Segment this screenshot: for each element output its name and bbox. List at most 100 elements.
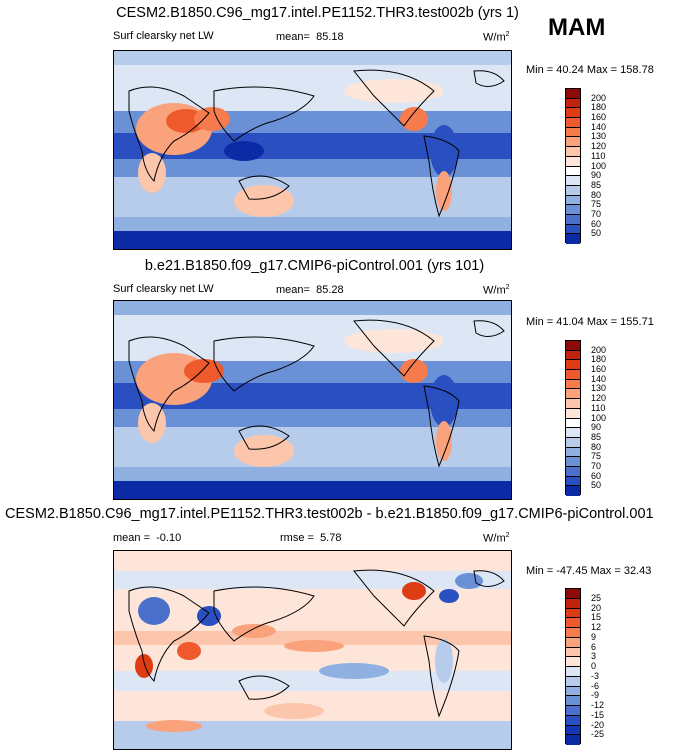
panel1-colorbar-cell: [566, 137, 580, 148]
panel2-colorbar-cell: [566, 486, 580, 496]
panel1-colorbar-cell: [566, 185, 580, 196]
panel2-colorbar-tick-label: 200: [591, 344, 607, 355]
panel2-colorbar-cell: [566, 350, 580, 361]
panel3-rmse-label: rmse =: [280, 532, 314, 544]
panel2-colorbar-tick-label: 50: [591, 480, 602, 491]
panel2-colorbar-tick-label: 70: [591, 460, 602, 471]
panel2-minmax: Min = 41.04 Max = 155.71: [526, 316, 654, 328]
panel1-unit-text: W/m: [483, 31, 506, 44]
panel3-map-svg: [114, 551, 511, 749]
panel1-variable-label: Surf clearsky net LW: [113, 30, 214, 42]
panel1-colorbar-tick-label: 60: [591, 218, 602, 229]
panel2-title: b.e21.B1850.f09_g17.CMIP6-piControl.001 …: [144, 258, 485, 274]
panel3-unit-sup: 2: [505, 532, 510, 539]
panel3-colorbar-cell: [566, 637, 580, 648]
panel2-colorbar-tick-label: 120: [591, 393, 607, 404]
panel1-map-svg: [114, 51, 511, 249]
panel2-colorbar-cell: [566, 447, 580, 458]
panel3-colorbar-cell: [566, 676, 580, 687]
panel3-map: [113, 550, 512, 750]
panel3-colorbar-cell: [566, 608, 580, 619]
panel3-colorbar-tick-label: 12: [591, 622, 602, 632]
panel1-colorbar-cell: [566, 176, 580, 186]
panel2-colorbar-tick-label: 60: [591, 470, 602, 481]
panel1-minmax: Min = 40.24 Max = 158.78: [526, 64, 654, 76]
panel3-colorbar-cell: [566, 618, 580, 628]
panel2-colorbar-cell: [566, 379, 580, 390]
panel3-colorbar-tick-label: -15: [591, 709, 605, 720]
panel3-colorbar-cell: [566, 647, 580, 658]
panel2-colorbar-cell: [566, 428, 580, 438]
panel1-colorbar-tick-label: 110: [591, 150, 606, 161]
panel2-colorbar-cell: [566, 476, 580, 487]
panel1-colorbar-cell: [566, 214, 580, 225]
panel2-colorbar-tick-label: 80: [591, 441, 602, 452]
panel1-colorbar-tick-label: 160: [591, 112, 607, 123]
panel1-colorbar-tick-label: 75: [591, 199, 602, 210]
panel3-colorbar-tick-label: 25: [591, 592, 602, 603]
panel1-colorbar-cell: [566, 147, 580, 157]
panel3-mean: mean = -0.10: [113, 532, 181, 544]
panel3-colorbar-tick-label: 15: [591, 612, 602, 623]
panel1-colorbar-cell: [566, 118, 580, 128]
panel1-colorbar-tick-label: 70: [591, 208, 602, 219]
panel3-colorbar-cell: [566, 725, 580, 736]
panel1-colorbar-cell: [566, 205, 580, 215]
panel3-colorbar-cell: [566, 598, 580, 609]
panel1-unit-sup: 2: [505, 31, 510, 38]
panel1-colorbar-tick-label: 100: [591, 160, 607, 171]
panel1-units: W/m2: [483, 31, 510, 44]
panel3-mean-label: mean =: [113, 532, 150, 544]
panel2-units: W/m2: [483, 284, 510, 297]
panel3-colorbar: [565, 588, 581, 745]
panel1-colorbar-cell: [566, 89, 580, 99]
panel1-colorbar-cell: [566, 224, 580, 235]
panel3-colorbar-cell: [566, 667, 580, 677]
panel2-mean: mean= 85.28: [276, 284, 344, 296]
panel1-colorbar-tick-label: 130: [591, 131, 607, 142]
panel3-colorbar-tick-label: 3: [591, 651, 597, 662]
panel1-title: CESM2.B1850.C96_mg17.intel.PE1152.THR3.t…: [116, 5, 519, 21]
panel2-variable-label: Surf clearsky net LW: [113, 283, 214, 295]
panel1-colorbar-cell: [566, 127, 580, 138]
panel3-colorbar-cell: [566, 735, 580, 745]
panel3-minmax: Min = -47.45 Max = 32.43: [526, 565, 652, 577]
panel2-colorbar-tick-label: 130: [591, 383, 607, 394]
panel2-colorbar-cell: [566, 457, 580, 467]
panel2-colorbar-tick-label: 140: [591, 373, 607, 384]
panel2-colorbar-cell: [566, 408, 580, 419]
panel3-units: W/m2: [483, 532, 510, 545]
panel3-rmse-value: 5.78: [320, 532, 342, 544]
panel2-colorbar-cell: [566, 360, 580, 371]
season-label: MAM: [548, 14, 606, 41]
panel1-map: [113, 50, 512, 250]
panel2-colorbar-tick-label: 75: [591, 451, 602, 462]
panel2-colorbar-tick-label: 160: [591, 364, 607, 375]
panel2-mean-label: mean=: [276, 284, 310, 296]
panel1-colorbar-cell: [566, 234, 580, 244]
panel3-colorbar-tick-label: -9: [591, 690, 600, 701]
panel3-colorbar-cell: [566, 657, 580, 667]
panel2-colorbar-tick-label: 110: [591, 402, 606, 413]
panel3-colorbar-cell: [566, 628, 580, 638]
panel3-colorbar-cell: [566, 715, 580, 726]
panel3-colorbar-cell: [566, 589, 580, 599]
panel1-colorbar-cell: [566, 156, 580, 167]
panel3-unit-text: W/m: [483, 532, 506, 545]
panel1-colorbar-cell: [566, 98, 580, 109]
panel1-colorbar-cell: [566, 166, 580, 177]
panel1-colorbar-cell: [566, 108, 580, 119]
panel3-colorbar-cell: [566, 696, 580, 706]
panel3-colorbar-tick-label: -20: [591, 719, 605, 730]
panel2-colorbar-cell: [566, 399, 580, 409]
panel1-mean-label: mean=: [276, 31, 310, 43]
panel3-colorbar-tick-label: -25: [591, 729, 605, 740]
panel3-colorbar-cell: [566, 686, 580, 697]
panel1-colorbar-tick-label: 50: [591, 228, 602, 239]
panel2-colorbar: [565, 340, 581, 496]
panel3-colorbar-tick-label: 0: [591, 661, 597, 671]
panel1-colorbar-tick-label: 180: [591, 102, 607, 113]
panel3-colorbar-tick-label: -3: [591, 670, 600, 681]
panel3-colorbar-tick-label: 20: [591, 602, 602, 613]
panel2-colorbar-tick-label: 85: [591, 431, 602, 442]
